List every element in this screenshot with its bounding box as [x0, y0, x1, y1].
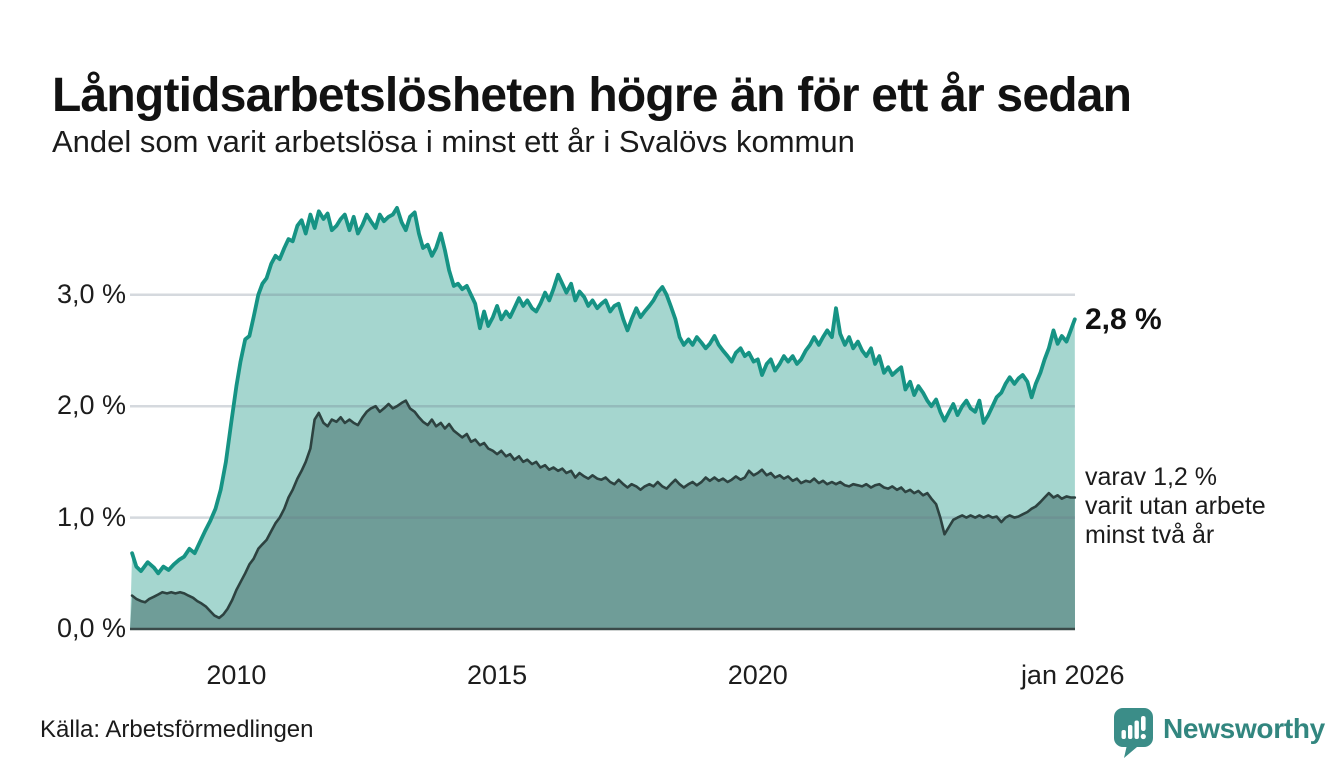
newsworthy-wordmark: Newsworthy — [1163, 713, 1325, 744]
series-area-2 — [130, 400, 1075, 629]
latest-value-label: 2,8 % — [1085, 303, 1162, 336]
x-tick-label: 2020 — [727, 660, 788, 690]
chart-subtitle: Andel som varit arbetslösa i minst ett å… — [52, 124, 855, 159]
x-tick-label: 2010 — [206, 660, 267, 690]
secondary-series-label: varav 1,2 % varit utan arbete minst två … — [1085, 463, 1266, 549]
source-note: Källa: Arbetsförmedlingen — [40, 716, 314, 743]
x-tick-label: jan 2026 — [1020, 660, 1125, 690]
y-tick-label: 3,0 % — [56, 278, 126, 309]
newsworthy-logo: Newsworthy — [1113, 707, 1325, 764]
y-tick-label: 0,0 % — [56, 613, 126, 643]
y-tick-label: 1,0 % — [56, 501, 126, 532]
x-tick-label: 2015 — [467, 660, 528, 690]
newsworthy-bubble-chart-icon — [1113, 707, 1154, 764]
page-title: Långtidsarbetslösheten högre än för ett … — [52, 69, 1132, 123]
y-tick-label: 2,0 % — [56, 390, 126, 421]
series-line-1 — [130, 205, 1077, 576]
series-line-2 — [130, 399, 1077, 620]
